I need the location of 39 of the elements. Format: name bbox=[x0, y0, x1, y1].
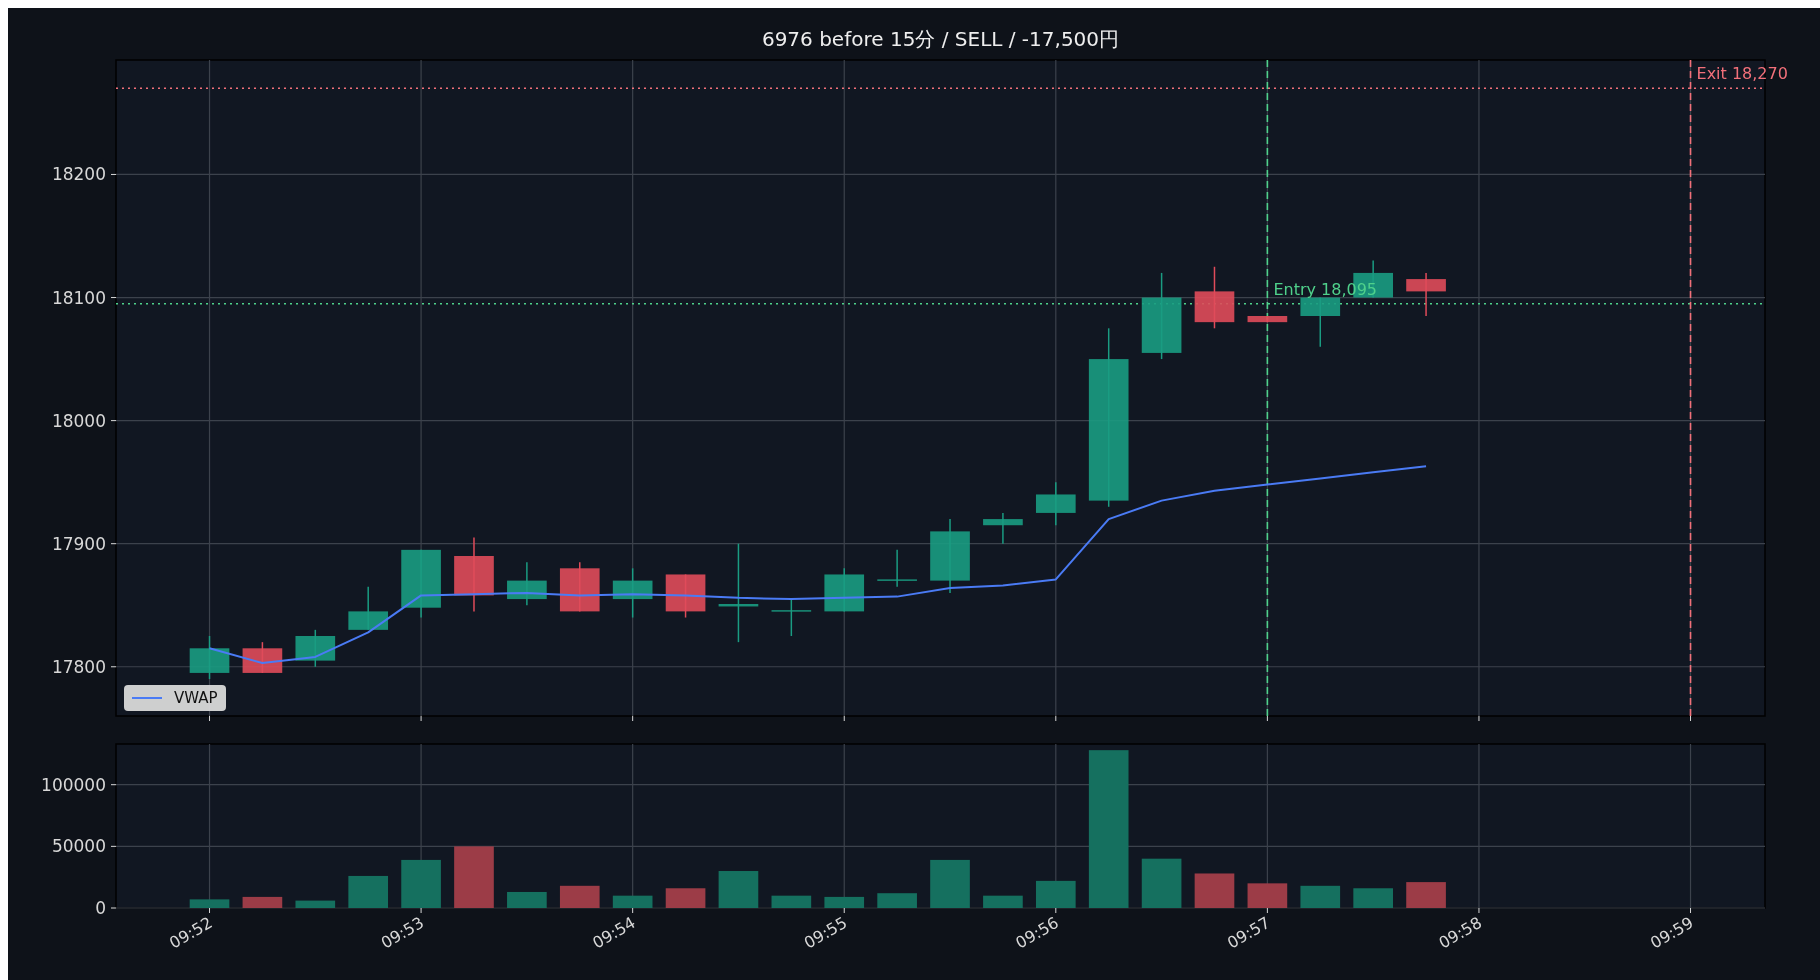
bar bbox=[665, 888, 706, 908]
bar bbox=[877, 893, 917, 908]
bar bbox=[1247, 883, 1288, 908]
y-tick-label: 100000 bbox=[41, 774, 106, 795]
bar bbox=[612, 895, 653, 908]
bar bbox=[1035, 880, 1076, 908]
bar bbox=[348, 875, 389, 908]
candlestick bbox=[877, 549, 917, 588]
y-tick-label: 17900 bbox=[51, 533, 106, 554]
bar bbox=[454, 846, 494, 908]
chart-title: 6976 before 15分 / SELL / -17,500円 bbox=[761, 27, 1120, 51]
bar bbox=[1353, 888, 1393, 908]
bar bbox=[559, 885, 600, 908]
y-tick-label: 18200 bbox=[51, 164, 106, 185]
y-tick-label: 50000 bbox=[51, 836, 106, 857]
bar bbox=[295, 900, 336, 908]
y-tick-label: 17800 bbox=[51, 656, 106, 677]
y-tick-label: 0 bbox=[95, 898, 106, 918]
bar bbox=[771, 895, 812, 908]
bar bbox=[189, 899, 230, 908]
bar bbox=[1194, 873, 1235, 908]
y-tick-label: 18000 bbox=[51, 410, 106, 431]
candlestick bbox=[771, 598, 812, 637]
bar bbox=[242, 896, 283, 908]
line-series bbox=[208, 465, 1428, 665]
bar bbox=[1406, 882, 1446, 908]
candlestick bbox=[983, 512, 1023, 545]
annotation: Exit 18,270 bbox=[1696, 64, 1788, 84]
legend-label: VWAP bbox=[174, 689, 218, 707]
bar bbox=[983, 895, 1023, 908]
bar bbox=[507, 891, 547, 908]
bar bbox=[1300, 885, 1341, 908]
y-tick-label: 18100 bbox=[51, 287, 106, 308]
bar bbox=[930, 859, 970, 908]
bar bbox=[401, 859, 441, 908]
bar bbox=[718, 871, 759, 908]
bar bbox=[1088, 750, 1129, 908]
bar bbox=[1141, 858, 1182, 908]
bar bbox=[824, 896, 865, 908]
